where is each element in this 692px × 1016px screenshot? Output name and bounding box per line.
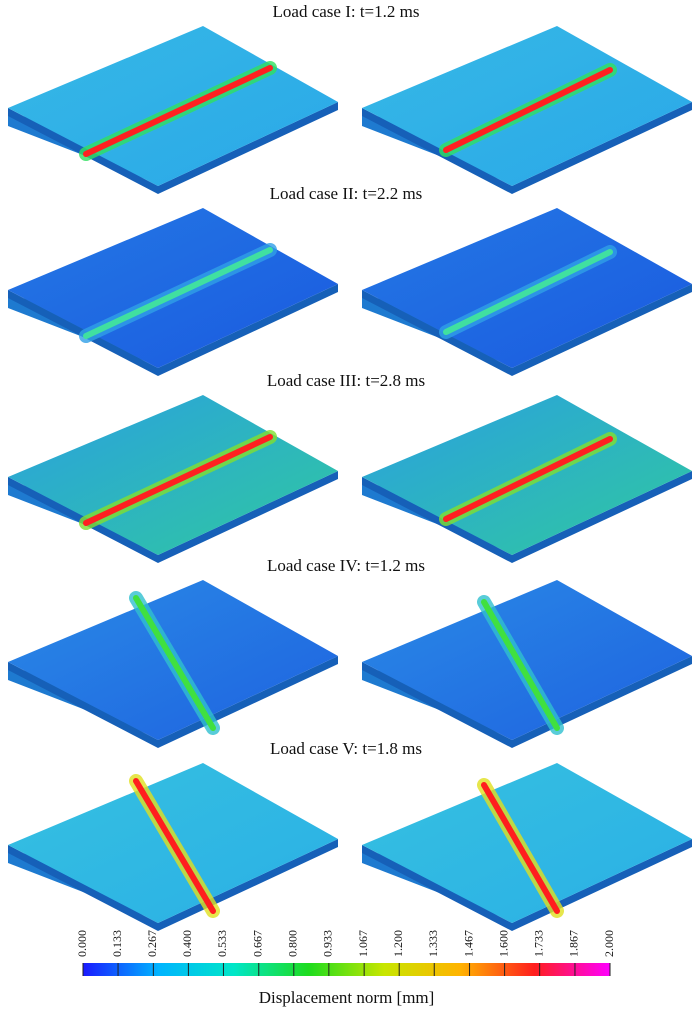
colorbar-tick-label: 1.200 (391, 930, 405, 957)
plate-edge (8, 471, 338, 563)
colorbar-label: Displacement norm [mm] (259, 988, 435, 1007)
plate (8, 763, 338, 931)
stripe (83, 434, 273, 526)
colorbar-tick-label: 1.600 (496, 930, 510, 957)
panel-title: Load case III: t=2.8 ms (267, 371, 425, 390)
plate-edge (362, 284, 692, 376)
colorbar-tick-label: 0.800 (286, 930, 300, 957)
plate (362, 580, 692, 748)
colorbar-tick-label: 0.533 (215, 930, 229, 957)
panel-title: Load case IV: t=1.2 ms (267, 556, 425, 575)
plate-edge (362, 102, 692, 194)
plate-top (362, 763, 692, 923)
plate (8, 208, 338, 376)
colorbar-tick-label: 1.333 (426, 930, 440, 957)
plate-edge (362, 839, 692, 931)
colorbar-tick-label: 1.467 (461, 930, 475, 957)
stripe (133, 778, 216, 914)
plate (362, 395, 692, 563)
panel-title: Load case II: t=2.2 ms (270, 184, 423, 203)
plate-edge (8, 102, 338, 194)
plate-edge (362, 471, 692, 563)
plate-edge (8, 656, 338, 748)
colorbar-tick-label: 1.733 (531, 930, 545, 957)
plate (8, 395, 338, 563)
colorbar-tick-label: 1.867 (567, 930, 581, 957)
colorbar-tick-label: 0.667 (251, 930, 265, 957)
panel-title: Load case V: t=1.8 ms (270, 739, 422, 758)
stripe (443, 67, 613, 153)
plate (362, 208, 692, 376)
stripe (481, 782, 560, 914)
colorbar-tick-label: 0.267 (145, 930, 159, 957)
panel-title: Load case I: t=1.2 ms (273, 2, 420, 21)
stripe (133, 595, 216, 731)
colorbar-tick-label: 0.000 (75, 930, 89, 957)
colorbar-tick-label: 0.133 (110, 930, 124, 957)
plate-edge (8, 839, 338, 931)
plate-edge (8, 284, 338, 376)
stripe (83, 247, 273, 339)
plate (8, 26, 338, 194)
colorbar-tick-label: 1.067 (356, 930, 370, 957)
colorbar (83, 963, 610, 976)
colorbar-tick-label: 0.933 (321, 930, 335, 957)
plate (362, 26, 692, 194)
stripe (481, 599, 560, 731)
stripe (83, 65, 273, 157)
colorbar-tick-label: 0.400 (180, 930, 194, 957)
plate (8, 580, 338, 748)
colorbar-tick-label: 2.000 (602, 930, 616, 957)
stripe (443, 249, 613, 335)
plate (362, 763, 692, 931)
plate-edge (362, 656, 692, 748)
stripe (443, 436, 613, 522)
plate-top (362, 580, 692, 740)
